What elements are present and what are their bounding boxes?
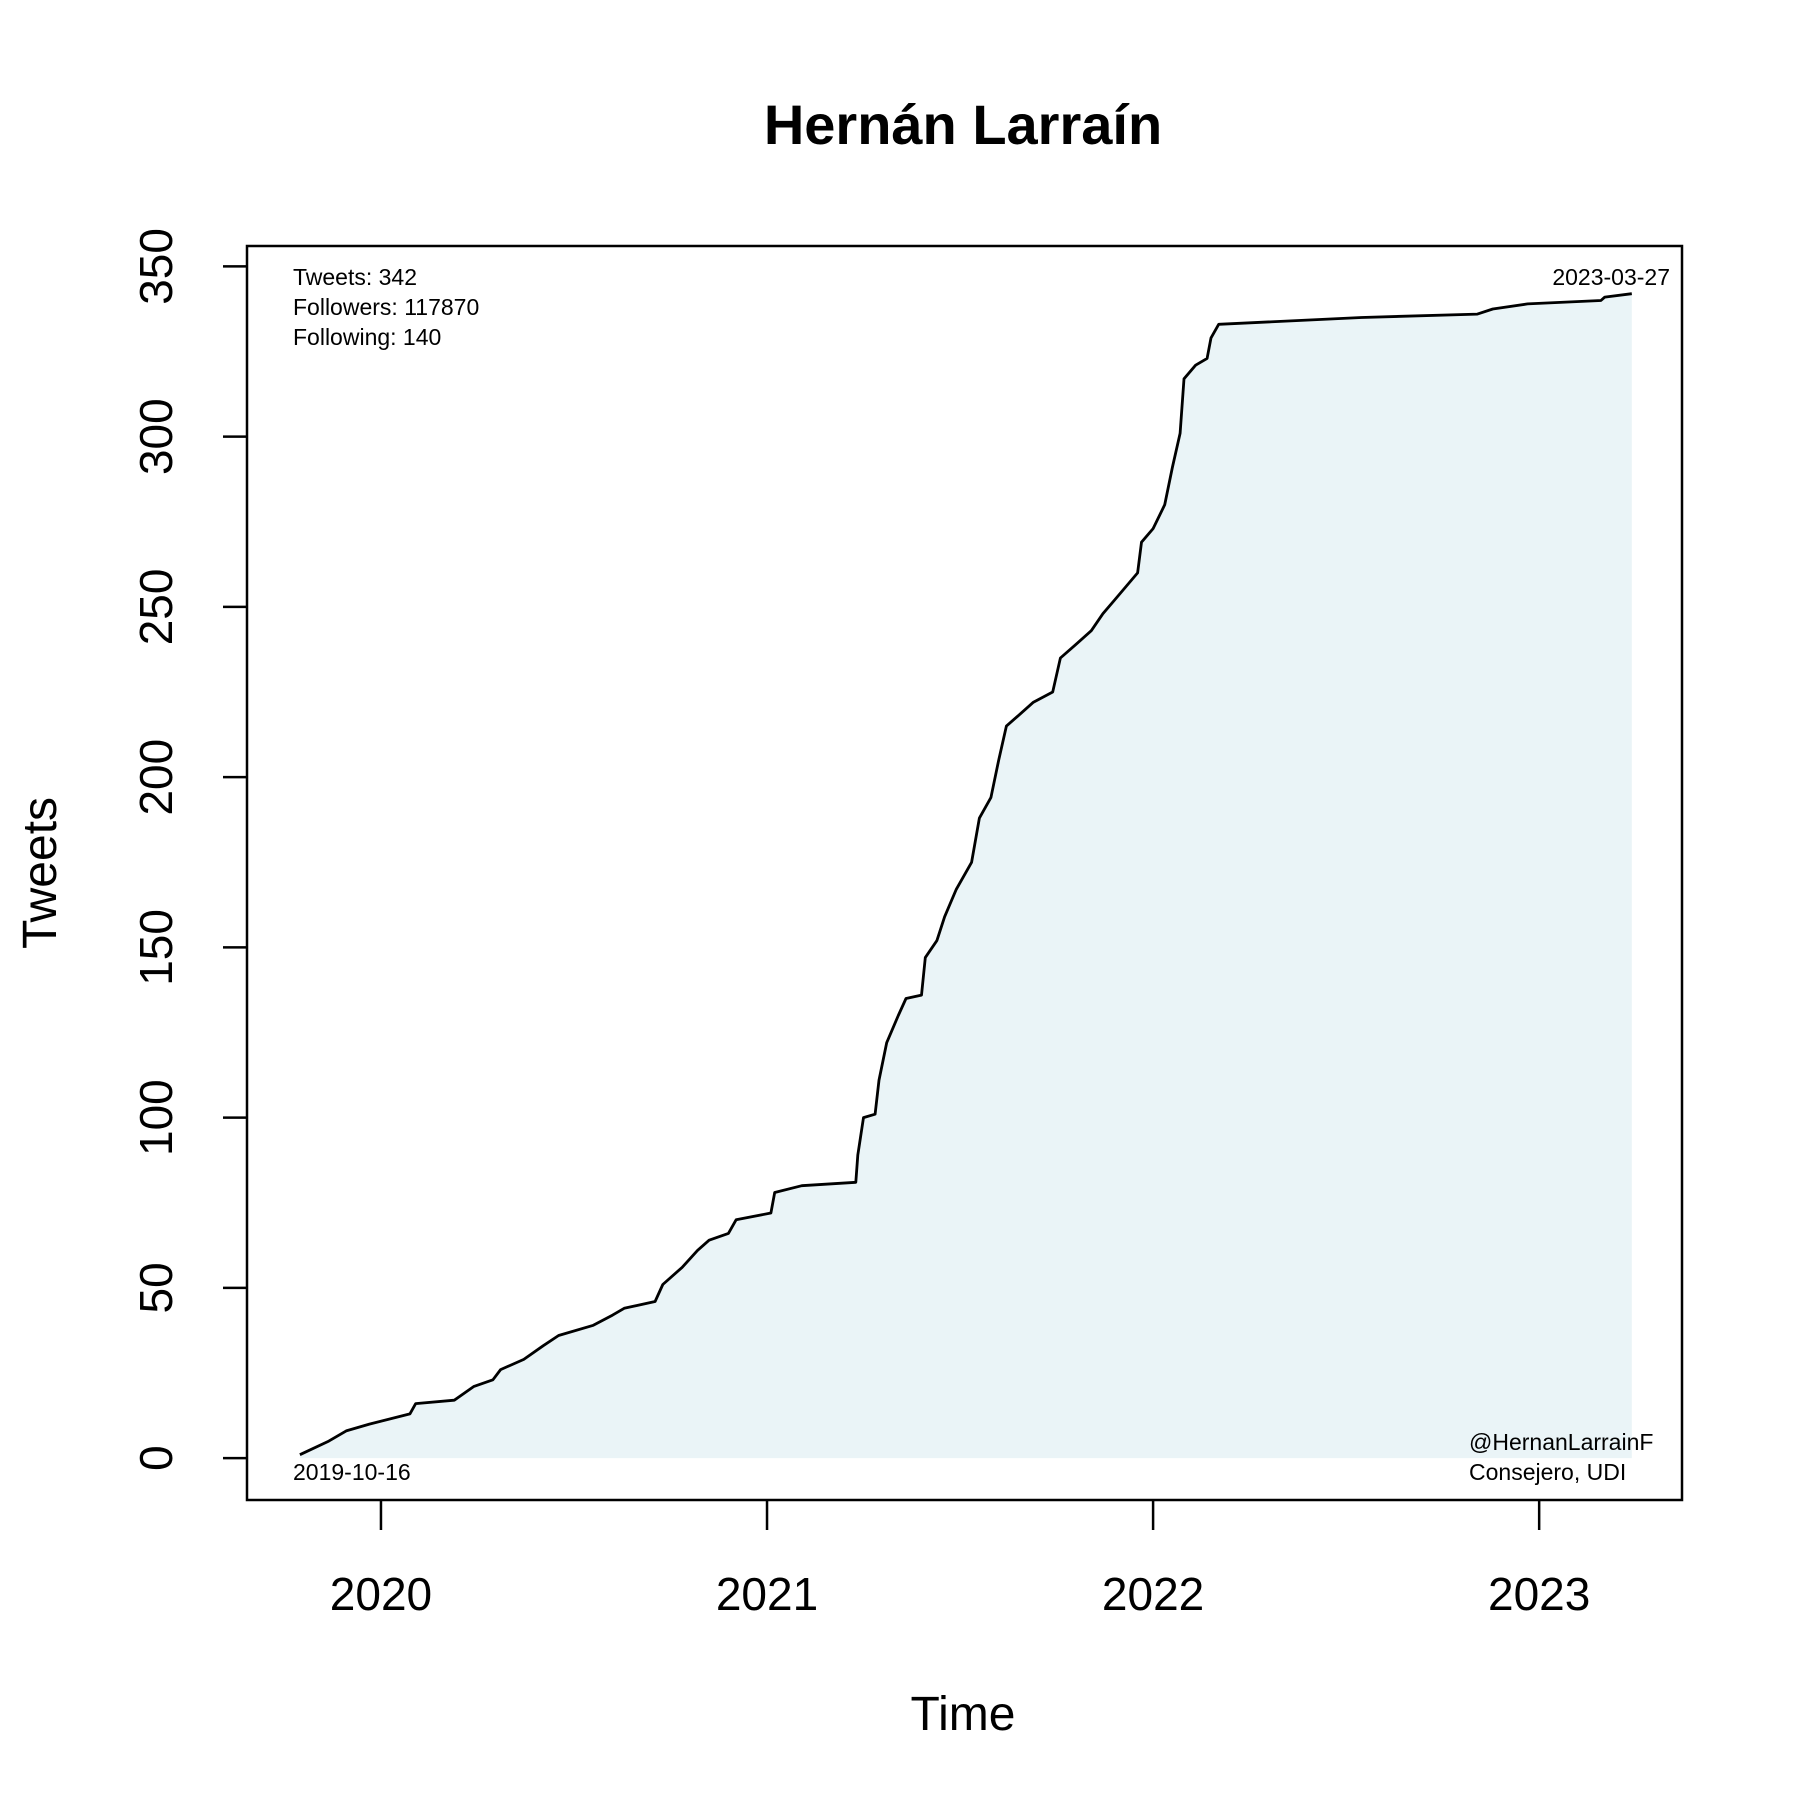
- y-tick-label: 350: [130, 228, 182, 305]
- y-tick-label: 50: [130, 1262, 182, 1313]
- plot-area: [299, 292, 1632, 1459]
- chart-title: Hernán Larraín: [764, 93, 1162, 156]
- account-annotation: @HernanLarrainF: [1469, 1429, 1653, 1455]
- stats-annotation: Tweets: 342: [293, 264, 417, 290]
- start-date-annotation: 2019-10-16: [293, 1459, 411, 1485]
- stats-annotation: Following: 140: [293, 324, 441, 350]
- plot-frame: [245, 244, 1684, 1502]
- y-axis-label: Tweets: [14, 797, 67, 949]
- y-tick-label: 0: [130, 1445, 182, 1471]
- area-fill: [299, 293, 1632, 1459]
- y-tick-label: 300: [130, 398, 182, 475]
- y-tick-label: 200: [130, 739, 182, 816]
- account-annotation: Consejero, UDI: [1469, 1459, 1626, 1485]
- x-tick-label: 2020: [330, 1568, 432, 1620]
- y-tick-label: 250: [130, 569, 182, 646]
- end-date-annotation: 2023-03-27: [1552, 264, 1670, 290]
- y-tick-label: 100: [130, 1079, 182, 1156]
- x-tick-label: 2021: [716, 1568, 818, 1620]
- x-tick-label: 2023: [1488, 1568, 1590, 1620]
- x-axis-label: Time: [911, 1688, 1016, 1741]
- y-tick-label: 150: [130, 909, 182, 986]
- stats-annotation: Followers: 117870: [293, 294, 479, 320]
- line: [299, 292, 1632, 1456]
- x-tick-label: 2022: [1102, 1568, 1204, 1620]
